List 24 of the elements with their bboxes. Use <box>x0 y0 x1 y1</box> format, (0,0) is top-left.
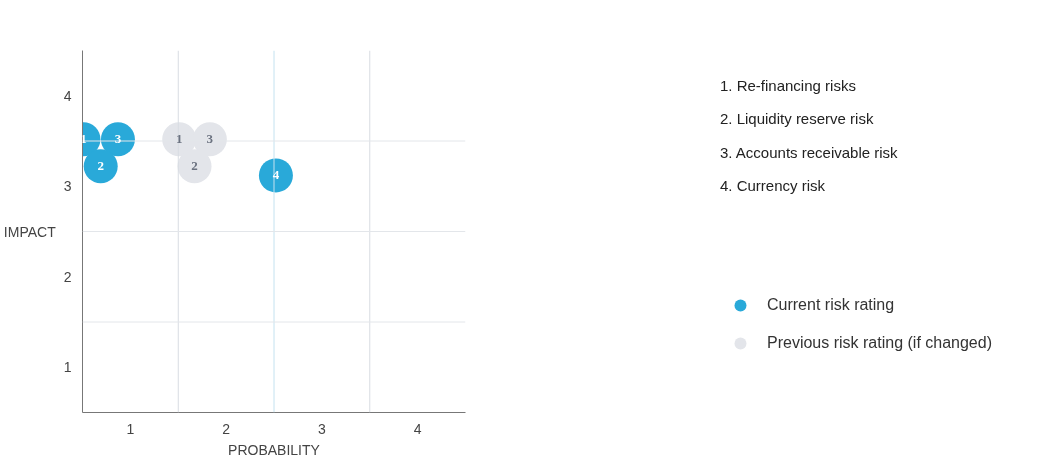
annotation: 3 <box>114 131 122 147</box>
y-tick-label: 4 <box>63 87 72 104</box>
y-tick-label: 3 <box>63 178 72 195</box>
y-tick-label: 2 <box>63 268 72 285</box>
text: 4. Currency risk <box>720 176 827 197</box>
point <box>177 149 212 184</box>
point <box>83 149 118 184</box>
annotation: 2 <box>97 158 104 174</box>
annotation: 3 <box>206 131 214 147</box>
legend-label: Current risk rating <box>767 296 895 314</box>
x-axis-title: PROBABILITY <box>228 441 321 458</box>
y-axis-title: IMPACT <box>3 223 57 240</box>
x-tick-label: 4 <box>413 420 422 437</box>
y-tick-label: 1 <box>63 359 72 376</box>
x-tick-label: 2 <box>222 420 231 437</box>
text: 3. Accounts receivable risk <box>720 142 898 163</box>
text: 2. Liquidity reserve risk <box>720 109 875 130</box>
text: 1. Re-financing risks <box>720 76 857 96</box>
annotation: 2 <box>191 158 198 174</box>
x-tick-label: 3 <box>317 420 326 437</box>
x-tick-label: 1 <box>126 420 135 437</box>
legend-label: Previous risk rating (if changed) <box>767 334 992 352</box>
annotation: 4 <box>272 167 280 183</box>
annotation: 1 <box>175 131 183 147</box>
